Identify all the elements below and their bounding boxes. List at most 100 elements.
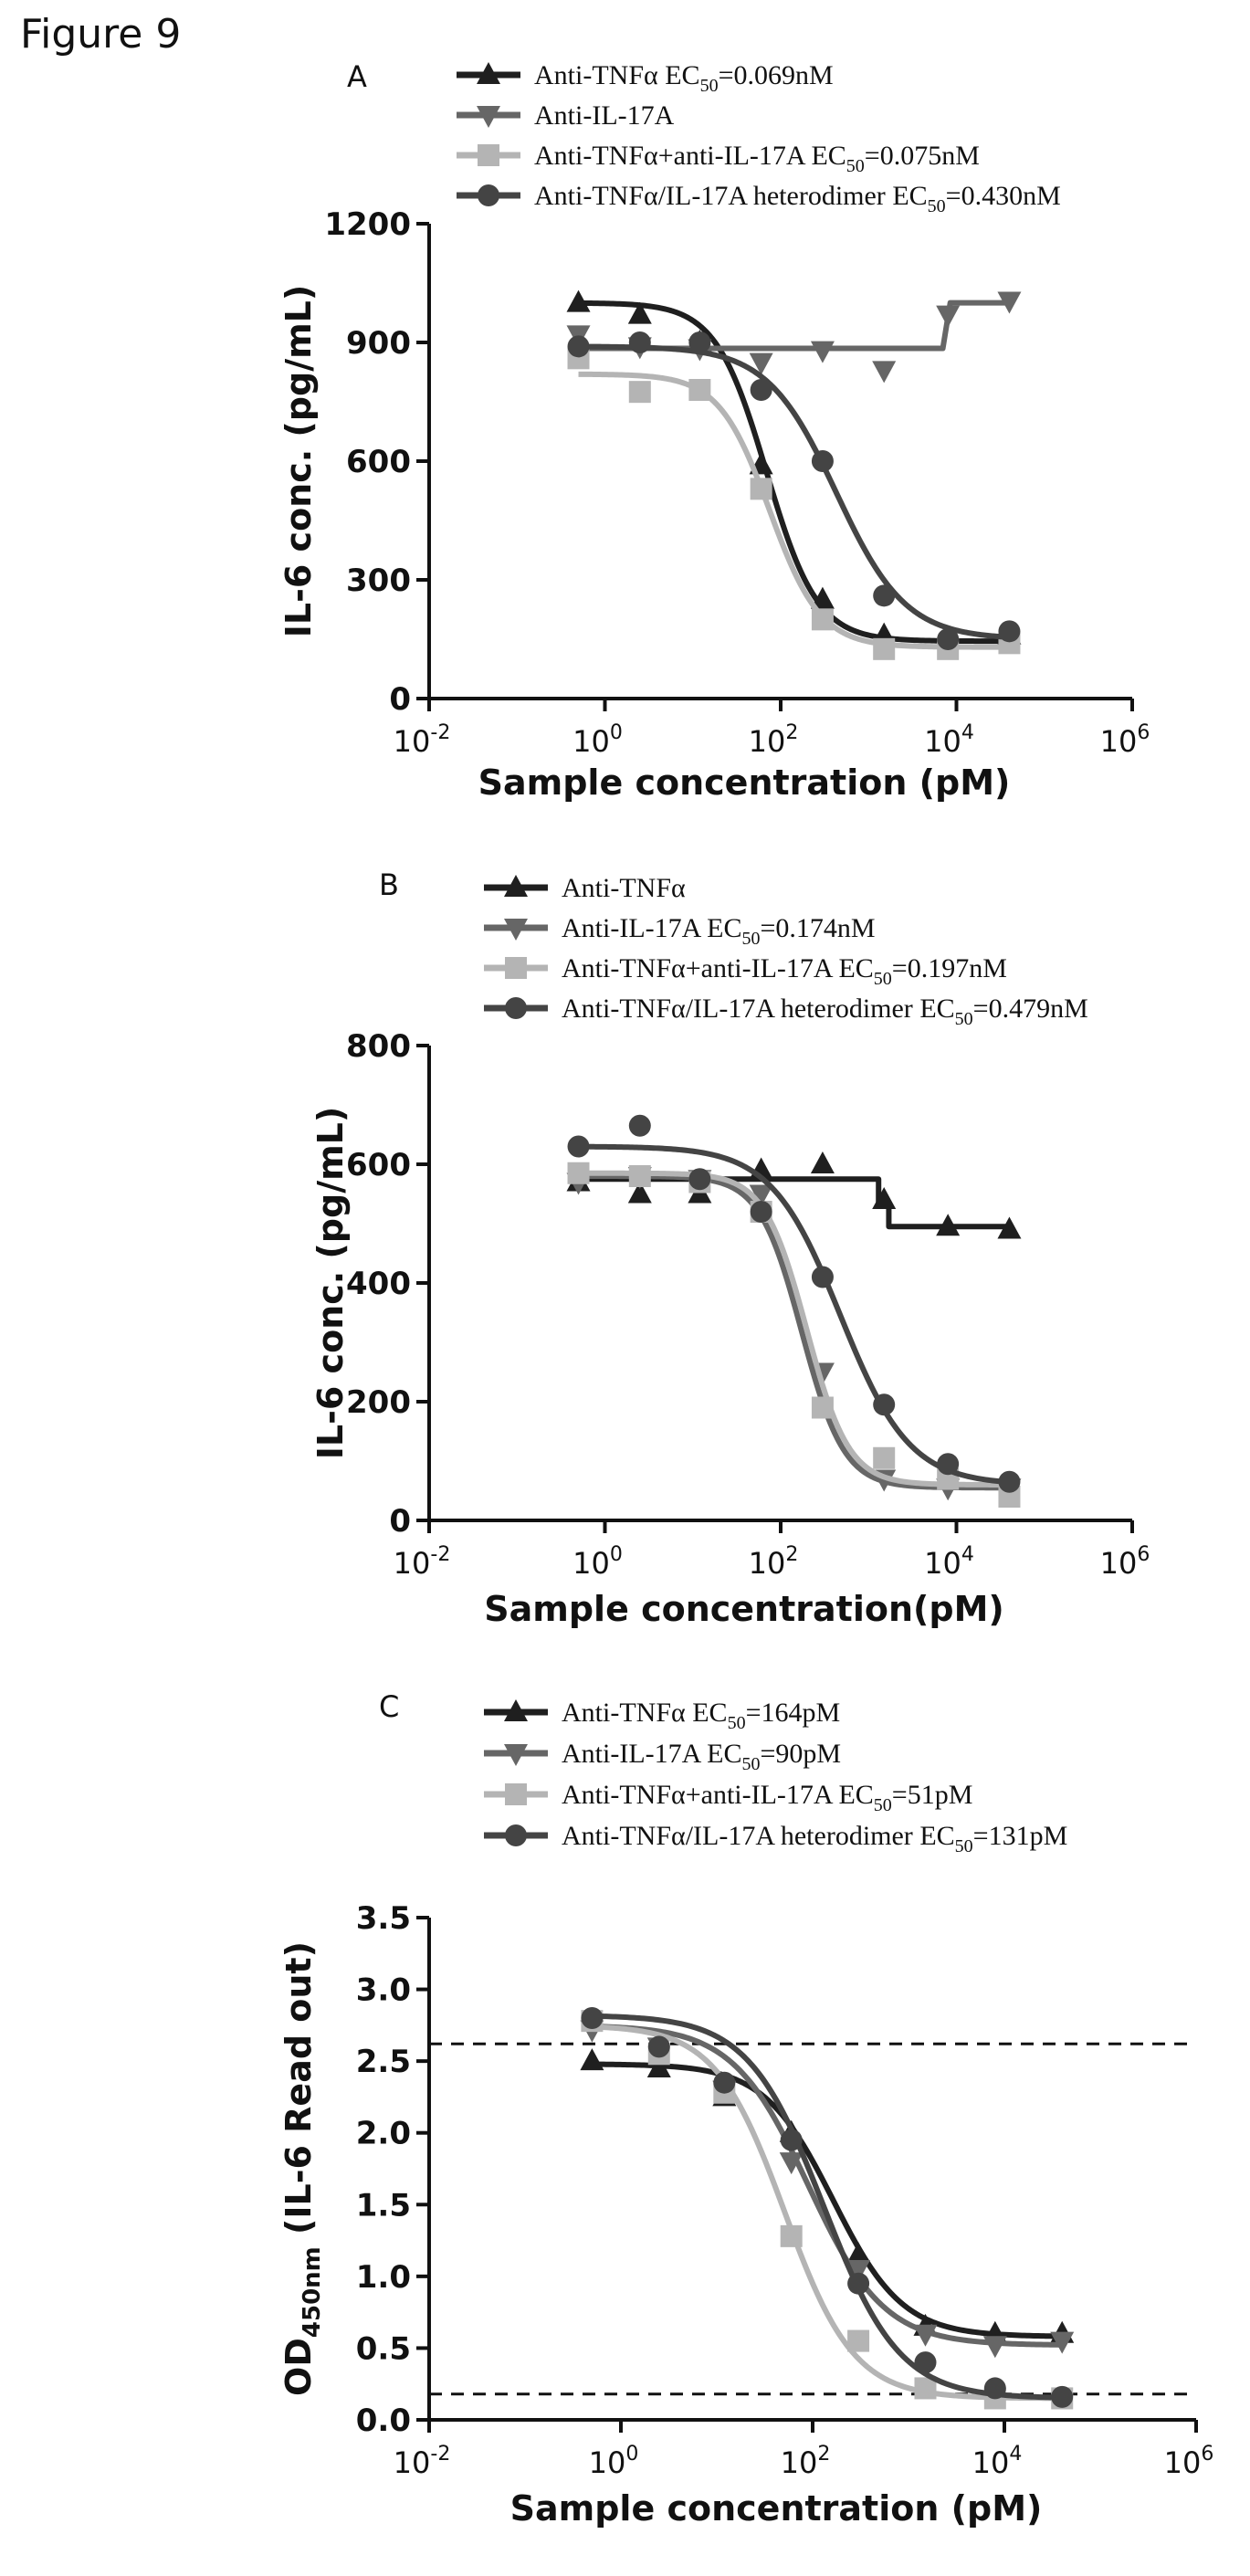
y-tick-label: 2.0	[356, 2116, 411, 2152]
data-point	[580, 2048, 604, 2071]
x-tick-base: 10	[1100, 724, 1138, 759]
x-tick-base: 10	[924, 1546, 961, 1581]
x-tick-base: 10	[572, 1546, 610, 1581]
panel-letter: C	[379, 1689, 399, 1724]
data-point	[567, 1162, 590, 1184]
x-tick-base: 10	[749, 724, 786, 759]
y-tick-label: 3.5	[356, 1900, 411, 1937]
legend-ec50-value: =131pM	[973, 1821, 1068, 1851]
legend-item: Anti-TNFα/IL-17A heterodimer EC50=0.479n…	[484, 994, 1088, 1029]
legend-ec50-value: =0.174nM	[760, 913, 875, 943]
legend-ec50: EC	[692, 1698, 727, 1728]
legend-series-name: Anti-IL-17A	[534, 100, 675, 131]
data-point	[873, 584, 896, 607]
data-point	[873, 1446, 896, 1469]
fit-curve	[591, 2024, 1063, 2348]
data-point	[647, 2035, 670, 2058]
legend-ec50: EC	[919, 1821, 954, 1851]
fit-curve	[578, 300, 1010, 352]
x-tick-label: 106	[1100, 721, 1150, 759]
x-axis-label: Sample concentration (pM)	[478, 762, 1011, 803]
legend-ec50-subscript: 50	[955, 1836, 973, 1856]
legend-ec50: EC	[919, 994, 954, 1024]
legend-ec50-subscript: 50	[874, 969, 892, 989]
data-point	[1050, 2331, 1075, 2354]
legend-marker	[504, 919, 528, 941]
data-point	[997, 1216, 1022, 1239]
x-tick-label: 100	[589, 2443, 639, 2480]
x-tick-exponent: -2	[430, 1543, 450, 1566]
y-axis-label-subscript: 450nm	[299, 2246, 326, 2338]
x-tick-label: 102	[781, 2443, 831, 2480]
y-axis-label: IL-6 conc. (pg/mL)	[278, 285, 319, 638]
data-point	[567, 1135, 590, 1158]
legend-label: Anti-TNFα EC50=0.069nM	[534, 60, 834, 96]
data-point	[873, 1393, 896, 1416]
legend-item: Anti-TNFα+anti-IL-17A EC50=0.197nM	[484, 953, 1007, 989]
data-point	[914, 2377, 937, 2400]
data-point	[780, 2129, 803, 2151]
legend-marker	[478, 184, 499, 206]
legend-label: Anti-TNFα/IL-17A heterodimer EC50=0.430n…	[534, 181, 1061, 216]
data-point	[749, 1184, 773, 1207]
x-tick-base: 10	[781, 2445, 818, 2480]
y-tick-label: 200	[346, 1384, 411, 1421]
legend-ec50: EC	[707, 913, 741, 943]
legend-ec50-subscript: 50	[741, 929, 760, 949]
y-axis-label: IL-6 conc. (pg/mL)	[310, 1107, 351, 1460]
legend-marker	[505, 1824, 527, 1846]
legend-ec50: EC	[665, 60, 699, 90]
legend-label: Anti-IL-17A EC50=0.174nM	[562, 913, 876, 949]
legend-item: Anti-IL-17A	[457, 100, 675, 131]
fit-curve	[577, 343, 1011, 640]
y-tick-label: 0	[389, 1503, 411, 1540]
legend-series-name: Anti-TNFα	[534, 60, 665, 90]
legend-series-name: Anti-TNFα/IL-17A heterodimer	[534, 181, 892, 211]
series-4	[567, 331, 1021, 650]
legend-marker	[505, 1783, 527, 1805]
legend-marker	[478, 144, 499, 166]
legend-ec50-subscript: 50	[955, 1009, 973, 1029]
x-tick-base: 10	[572, 724, 610, 759]
data-point	[688, 331, 711, 353]
fit-curve	[591, 2024, 1063, 2402]
legend-marker	[505, 997, 527, 1019]
legend-ec50-value: =0.075nM	[865, 141, 980, 171]
data-point	[810, 341, 835, 363]
y-tick-label: 800	[346, 1028, 411, 1065]
panel-letter: B	[379, 867, 399, 902]
data-point	[998, 1470, 1021, 1493]
x-tick-exponent: 0	[625, 2443, 638, 2466]
data-point	[566, 289, 591, 312]
data-point	[872, 1187, 897, 1209]
legend-ec50-subscript: 50	[874, 1795, 892, 1815]
y-tick-label: 600	[346, 444, 411, 480]
legend-item: Anti-TNFα/IL-17A heterodimer EC50=0.430n…	[457, 181, 1061, 216]
y-tick-label: 1200	[324, 206, 411, 243]
legend-marker	[505, 957, 527, 979]
x-tick-base: 10	[394, 2445, 431, 2480]
data-point	[811, 450, 834, 472]
x-tick-base: 10	[749, 1546, 786, 1581]
x-tick-exponent: 6	[1137, 721, 1150, 744]
data-point	[846, 2260, 871, 2282]
legend-ec50-value: =0.430nM	[946, 181, 1061, 211]
y-tick-label: 1.5	[356, 2187, 411, 2224]
fit-curve	[577, 300, 1011, 645]
x-tick-base: 10	[1164, 2445, 1202, 2480]
legend-item: Anti-TNFα EC50=164pM	[484, 1698, 840, 1733]
x-tick-label: 10-2	[394, 721, 451, 759]
legend-ec50: EC	[838, 953, 873, 983]
data-point	[982, 2336, 1007, 2359]
data-point	[713, 2071, 736, 2094]
fit-curve	[591, 2013, 1063, 2401]
x-axis-label: Sample concentration (pM)	[510, 2488, 1043, 2529]
legend-item: Anti-TNFα/IL-17A heterodimer EC50=131pM	[484, 1821, 1067, 1856]
y-tick-label: 600	[346, 1147, 411, 1183]
x-axis-label: Sample concentration(pM)	[484, 1589, 1004, 1629]
legend-series-name: Anti-TNFα	[562, 1698, 692, 1728]
chart-panel-a: A Anti-TNFα EC50=0.069nMAnti-IL-17AAnti-T…	[278, 59, 1150, 803]
data-point	[936, 1214, 961, 1236]
x-tick-exponent: -2	[430, 721, 450, 744]
